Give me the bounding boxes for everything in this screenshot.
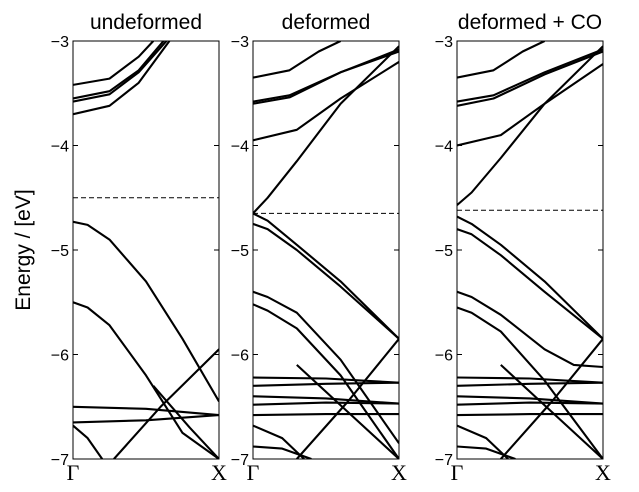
band-line <box>253 381 399 387</box>
x-tick-label: X <box>391 460 407 485</box>
band-line <box>457 306 603 459</box>
band-line <box>253 395 399 405</box>
y-tick-label: −7 <box>435 452 453 469</box>
band-line <box>457 395 603 405</box>
y-tick-label: −6 <box>435 348 453 365</box>
x-tick-label: Γ <box>67 460 80 485</box>
band-line <box>253 50 399 105</box>
band-line <box>73 424 104 459</box>
band-line <box>296 338 399 459</box>
x-tick-label: X <box>211 460 227 485</box>
band-line <box>253 212 399 340</box>
band-line <box>113 348 219 459</box>
band-line <box>152 385 219 459</box>
panel-title: undeformed <box>90 11 202 34</box>
y-tick-label: −5 <box>435 243 453 260</box>
band-line <box>73 41 155 86</box>
band-line <box>457 48 603 103</box>
y-tick-label: −3 <box>231 34 249 51</box>
band-lines <box>253 41 399 459</box>
band-line <box>253 45 399 215</box>
band-line <box>457 50 603 107</box>
band-line <box>253 41 342 79</box>
y-axis-label: Energy / [eV] <box>12 189 35 310</box>
y-tick-label: −3 <box>51 34 69 51</box>
band-line <box>457 376 603 384</box>
band-line <box>457 228 603 340</box>
x-tick-label: X <box>595 460 611 485</box>
band-line <box>73 301 219 459</box>
y-tick-label: −7 <box>51 452 69 469</box>
band-line <box>73 220 219 403</box>
band-line <box>457 401 603 406</box>
panel-title: deformed + CO <box>458 11 602 34</box>
band-line <box>253 222 399 340</box>
band-line <box>253 61 399 142</box>
panel-title: deformed <box>282 11 371 34</box>
band-lines <box>457 41 603 459</box>
band-line <box>73 41 171 116</box>
y-tick-label: −5 <box>51 243 69 260</box>
y-tick-label: −7 <box>231 452 249 469</box>
band-line <box>457 424 509 459</box>
band-line <box>253 424 305 459</box>
band-line <box>457 45 603 206</box>
y-tick-label: −3 <box>435 34 453 51</box>
band-line <box>253 413 399 417</box>
band-line <box>73 405 219 417</box>
band-line <box>457 215 603 340</box>
y-tick-label: −4 <box>435 139 453 156</box>
band-line <box>457 63 603 147</box>
y-tick-label: −6 <box>51 348 69 365</box>
y-tick-label: −4 <box>231 139 249 156</box>
band-line <box>500 364 603 459</box>
band-line <box>73 414 219 424</box>
band-line <box>73 41 168 103</box>
band-line <box>457 290 603 369</box>
band-line <box>253 376 399 384</box>
y-tick-label: −5 <box>231 243 249 260</box>
y-tick-label: −6 <box>231 348 249 365</box>
band-lines <box>73 41 219 459</box>
panel-frame <box>72 40 220 460</box>
band-line <box>253 401 399 406</box>
band-line <box>457 381 603 387</box>
x-tick-label: Γ <box>451 460 464 485</box>
band-line <box>500 338 603 459</box>
band-line <box>457 413 603 417</box>
y-tick-label: −4 <box>51 139 69 156</box>
band-line <box>73 41 165 100</box>
band-line <box>296 364 399 459</box>
x-tick-label: Γ <box>247 460 260 485</box>
band-line <box>457 41 546 79</box>
